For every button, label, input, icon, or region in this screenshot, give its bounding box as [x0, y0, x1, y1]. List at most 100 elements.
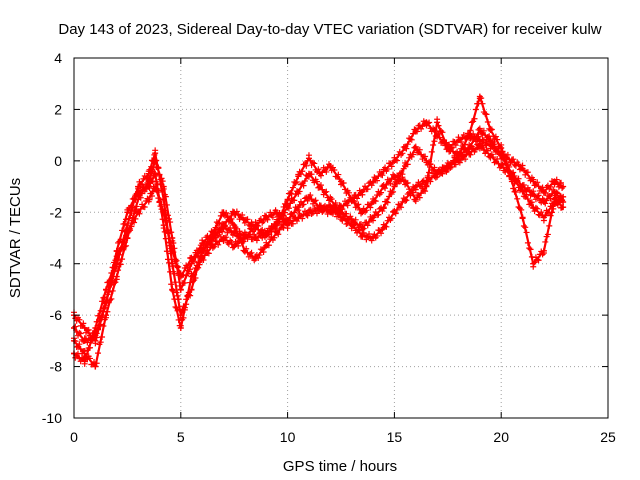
data-point	[305, 170, 312, 177]
data-point	[241, 217, 248, 223]
data-point	[423, 119, 430, 126]
data-point	[327, 163, 334, 169]
data-point	[391, 209, 398, 216]
data-point	[316, 170, 323, 177]
data-point	[263, 242, 270, 249]
data-point	[498, 145, 505, 151]
data-point	[305, 209, 312, 216]
data-point	[487, 142, 494, 149]
data-point	[530, 204, 537, 211]
data-point	[113, 273, 120, 280]
data-point	[402, 145, 409, 151]
data-point	[348, 222, 355, 229]
data-point	[530, 178, 537, 185]
x-axis-title: GPS time / hours	[283, 458, 397, 475]
x-tick-label: 15	[387, 429, 403, 445]
data-point	[412, 127, 419, 133]
y-tick-labels: -10 -8 -6 -4 -2 0 2 4	[42, 50, 62, 426]
data-point	[476, 93, 483, 100]
data-point	[135, 209, 142, 216]
data-point	[188, 255, 195, 262]
data-point	[444, 145, 451, 151]
y-axis-title: SDTVAR / TECUs	[7, 178, 24, 298]
data-point	[466, 132, 473, 139]
data-point	[81, 358, 88, 365]
data-point	[81, 337, 88, 344]
data-point	[551, 196, 558, 203]
data-point	[92, 363, 99, 370]
data-point	[402, 163, 409, 169]
data-point	[103, 312, 110, 319]
y-tick-label: 2	[54, 101, 62, 117]
data-point	[455, 152, 462, 159]
data-point	[231, 229, 238, 236]
data-point	[231, 222, 238, 229]
data-point	[476, 137, 483, 144]
data-point	[391, 183, 398, 190]
data-point	[476, 142, 483, 149]
data-point	[220, 235, 227, 241]
data-point	[359, 232, 366, 239]
y-tick-label: -6	[50, 307, 63, 323]
data-point	[338, 204, 344, 211]
data-point	[152, 183, 159, 190]
data-point	[263, 214, 270, 221]
data-point	[370, 199, 377, 205]
data-point	[560, 193, 567, 200]
data-point	[231, 209, 238, 216]
x-tick-label: 20	[493, 429, 509, 445]
data-point	[560, 204, 567, 211]
data-point	[113, 255, 120, 262]
data-point	[530, 260, 537, 267]
data-point	[135, 188, 142, 195]
data-point	[327, 204, 334, 211]
data-point	[284, 196, 291, 203]
data-point	[508, 157, 515, 164]
data-point	[81, 325, 88, 331]
data-point	[380, 183, 387, 190]
data-point	[434, 170, 441, 177]
data-point	[284, 222, 291, 229]
data-point	[295, 173, 302, 180]
data-point	[391, 157, 398, 164]
data-point	[434, 119, 441, 126]
data-point	[380, 168, 387, 175]
data-point	[370, 214, 377, 221]
data-point	[359, 188, 366, 195]
data-point	[402, 178, 409, 185]
data-point	[152, 150, 159, 157]
data-point	[316, 206, 323, 213]
y-tick-label: -2	[50, 204, 63, 220]
data-point	[412, 196, 419, 203]
data-point	[177, 286, 184, 293]
data-point	[113, 247, 120, 254]
data-point	[273, 222, 280, 229]
data-point	[252, 255, 259, 262]
data-point	[177, 273, 184, 280]
data-point	[241, 232, 248, 239]
plot-border	[73, 57, 609, 419]
data-point	[519, 165, 526, 172]
data-point	[305, 193, 312, 200]
y-tick-label: -4	[50, 256, 63, 272]
data-point	[530, 191, 537, 198]
data-point	[338, 214, 344, 221]
data-point	[177, 325, 184, 331]
data-point	[295, 188, 302, 195]
data-point	[92, 325, 99, 331]
data-point	[295, 204, 302, 211]
data-point	[103, 299, 110, 306]
data-point	[169, 286, 176, 293]
data-point	[370, 235, 377, 241]
data-point	[391, 173, 398, 180]
data-point	[241, 247, 248, 254]
data-point	[380, 204, 387, 211]
data-point	[540, 199, 547, 205]
data-point	[199, 255, 206, 262]
data-point	[152, 157, 159, 164]
data-point	[487, 137, 494, 144]
data-point	[263, 229, 270, 236]
data-point	[412, 183, 419, 190]
series-day-3	[71, 141, 567, 347]
data-point	[466, 150, 473, 157]
